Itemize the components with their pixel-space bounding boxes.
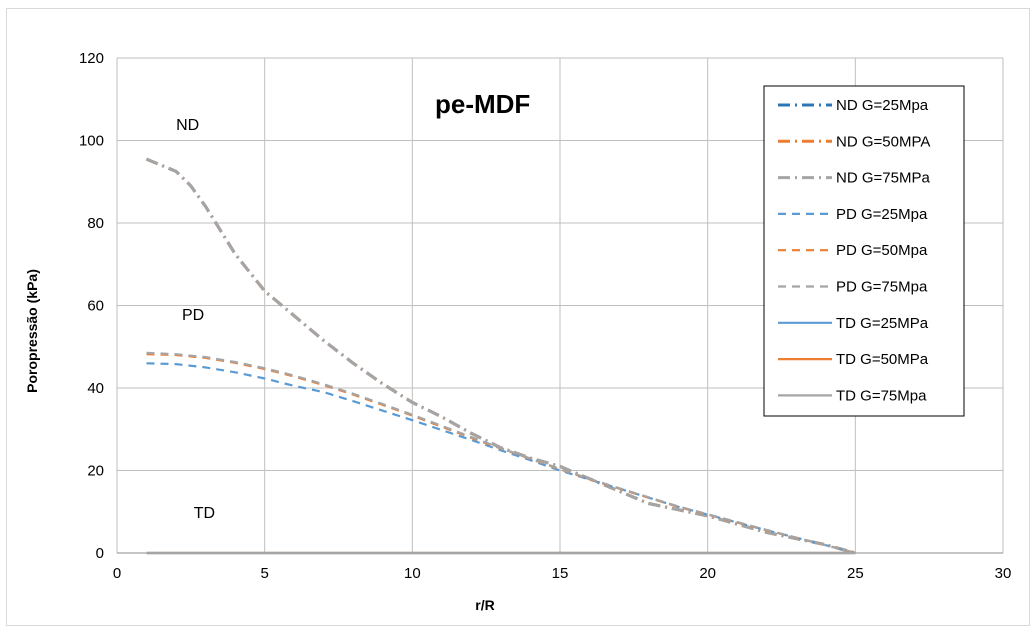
y-tick-label: 40: [87, 380, 104, 397]
y-tick-label: 80: [87, 215, 104, 232]
series-line-6: [146, 351, 856, 555]
x-tick-label: 20: [699, 565, 716, 582]
y-tick-label: 120: [79, 50, 104, 67]
legend-label: TD G=50MPa: [836, 351, 929, 368]
y-axis-title: Poropressão (kPa): [24, 269, 40, 393]
series-line-2: [145, 157, 856, 555]
x-tick-label: 30: [995, 565, 1012, 582]
legend-label: ND G=25Mpa: [836, 97, 929, 114]
chart-title: pe-MDF: [435, 89, 530, 119]
series-line-1: [145, 157, 856, 555]
y-tick-label: 20: [87, 463, 104, 480]
x-tick-label: 25: [847, 565, 864, 582]
x-tick-label: 5: [260, 565, 268, 582]
y-tick-label: 100: [79, 133, 104, 150]
annotation-pd: PD: [182, 307, 204, 324]
y-tick-label: 0: [96, 545, 104, 562]
y-tick-label: 60: [87, 298, 104, 315]
series-lines: [145, 157, 856, 555]
legend-label: ND G=75MPa: [836, 170, 930, 187]
series-line-5: [146, 353, 856, 555]
x-tick-label: 15: [552, 565, 569, 582]
legend-label: TD G=25MPa: [836, 315, 929, 332]
series-annotations: ND PD TD: [176, 117, 215, 522]
x-axis-title: r/R: [475, 597, 494, 613]
annotation-td: TD: [194, 505, 215, 522]
x-tick-label: 10: [404, 565, 421, 582]
tick-labels: 0 5 10 15 20 25 30 0 20 40 60 80 100 120: [79, 50, 1011, 582]
annotation-nd: ND: [176, 117, 199, 134]
legend-label: PD G=75Mpa: [836, 279, 928, 296]
series-line-3: [145, 157, 856, 555]
series-line-4: [146, 362, 856, 555]
legend-label: TD G=75Mpa: [836, 387, 927, 404]
legend-label: PD G=25Mpa: [836, 206, 928, 223]
x-tick-label: 0: [113, 565, 121, 582]
legend: ND G=25Mpa ND G=50MPA ND G=75MPa PD G=25Mpa…: [763, 85, 965, 417]
legend-label: ND G=50MPA: [836, 133, 930, 150]
legend-label: PD G=50Mpa: [836, 242, 928, 259]
grid-lines: [116, 57, 1004, 554]
